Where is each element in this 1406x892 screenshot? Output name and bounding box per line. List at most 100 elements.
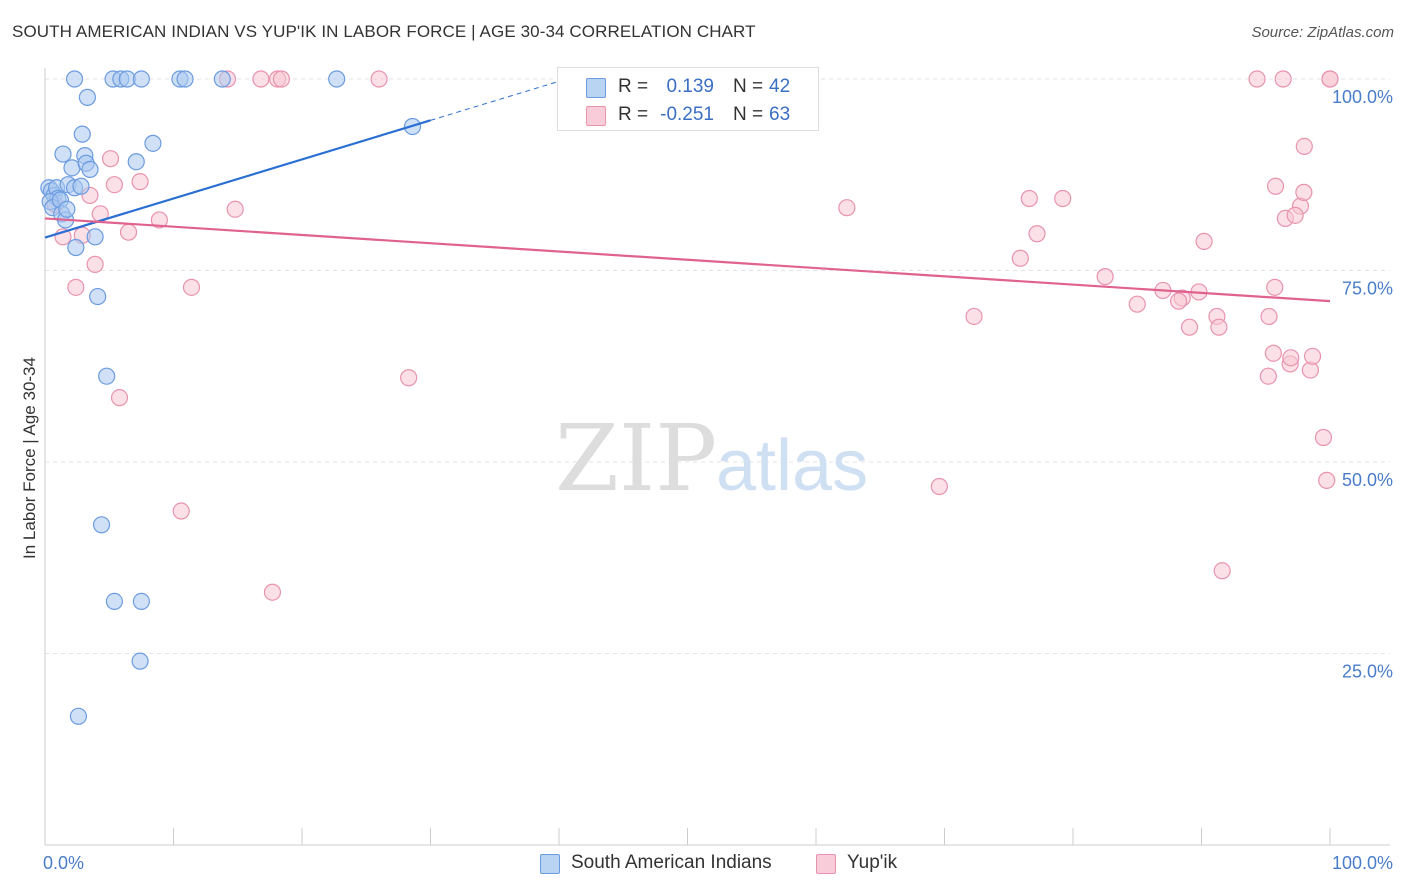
data-point [1295,137,1313,156]
data-point [838,199,856,217]
data-point [144,134,162,152]
r-value: -0.251 [660,104,714,125]
data-point [263,583,282,601]
data-point [67,278,85,296]
n-value: 63 [769,104,791,125]
data-point [213,70,231,88]
data-point [131,652,149,670]
data-point [1318,471,1336,489]
data-point [1266,278,1284,296]
data-point [1011,249,1029,267]
data-point [1286,206,1304,224]
watermark: ZIP atlas [555,405,868,512]
data-point [78,88,97,106]
data-point [73,125,91,143]
trend-line-south-american-indians [44,119,431,239]
data-point [176,70,194,88]
data-point [1260,307,1278,326]
data-point [1210,318,1228,336]
data-point [226,200,244,218]
data-point [98,367,116,385]
blue-swatch [540,854,560,874]
data-point [1314,428,1333,447]
data-point [1028,225,1046,243]
data-point [930,477,948,496]
legend-row-yupik: R = -0.251 N = 63 [558,100,818,130]
correlation-legend: R = 0.139 N = 42 R = -0.251 N = 63 [557,67,819,131]
data-point [400,369,418,387]
data-point [182,278,201,296]
data-point [110,389,129,407]
y-tick-label: 50.0% [1342,470,1393,490]
data-point [81,160,99,178]
data-point [1054,189,1072,208]
data-point [1266,177,1285,195]
tick-labels: 25.0% 50.0% 75.0% 100.0% 0.0% 100.0% [43,87,1393,873]
data-point [1259,367,1277,385]
data-point [252,70,270,88]
source-label: Source: ZipAtlas.com [1251,24,1394,41]
data-point [1274,70,1292,88]
y-tick-label: 75.0% [1342,279,1393,299]
data-point [1195,232,1213,250]
pink-swatch [816,854,836,874]
data-point [1282,349,1300,367]
r-label: R = [618,104,649,125]
data-point [370,70,388,88]
data-point [67,238,85,257]
data-point [86,228,104,246]
data-point [69,707,88,725]
data-point [1264,344,1282,362]
data-point [1180,318,1199,336]
data-point [1321,70,1339,88]
yupik-points [46,70,1339,601]
watermark-atlas: atlas [716,426,868,506]
blue-swatch [586,78,606,98]
data-point [1170,292,1188,310]
n-value: 42 [769,76,791,97]
legend-label: South American Indians [571,852,772,873]
data-point [127,153,145,171]
y-tick-label: 100.0% [1332,87,1393,107]
data-point [272,70,291,88]
x-tick-label-max: 100.0% [1332,853,1393,873]
data-point [965,307,983,326]
n-label: N = [733,76,764,97]
trend-lines [44,73,1331,303]
axes [44,68,1390,846]
data-point [89,287,107,306]
data-point [105,176,123,194]
data-point [1248,70,1266,88]
data-point [58,200,76,218]
data-point [1096,268,1114,286]
r-label: R = [618,76,649,97]
data-point [65,70,84,88]
pink-swatch [586,106,606,126]
y-axis-label: In Labor Force | Age 30-34 [20,357,39,559]
trend-line-yupik [44,217,1331,303]
data-point [132,70,150,88]
south-american-indian-points [40,70,422,725]
data-point [101,150,120,168]
chart-title: SOUTH AMERICAN INDIAN VS YUP'IK IN LABOR… [12,22,756,41]
legend-label: Yup'ik [847,852,898,873]
data-point [132,592,150,611]
gridlines [45,78,1390,654]
data-point [131,173,149,191]
data-point [1020,189,1038,208]
data-point [1128,295,1146,313]
data-point [119,223,138,241]
data-point [86,255,104,273]
x-tick-label-min: 0.0% [43,853,84,873]
y-tick-label: 25.0% [1342,662,1393,682]
data-point [1303,347,1322,365]
n-label: N = [733,104,764,125]
data-point [1213,562,1231,580]
data-point [1295,183,1313,201]
watermark-zip: ZIP [555,405,717,512]
r-value: 0.139 [666,76,714,97]
data-point [105,592,123,611]
data-point [172,502,190,520]
data-point [328,70,346,88]
